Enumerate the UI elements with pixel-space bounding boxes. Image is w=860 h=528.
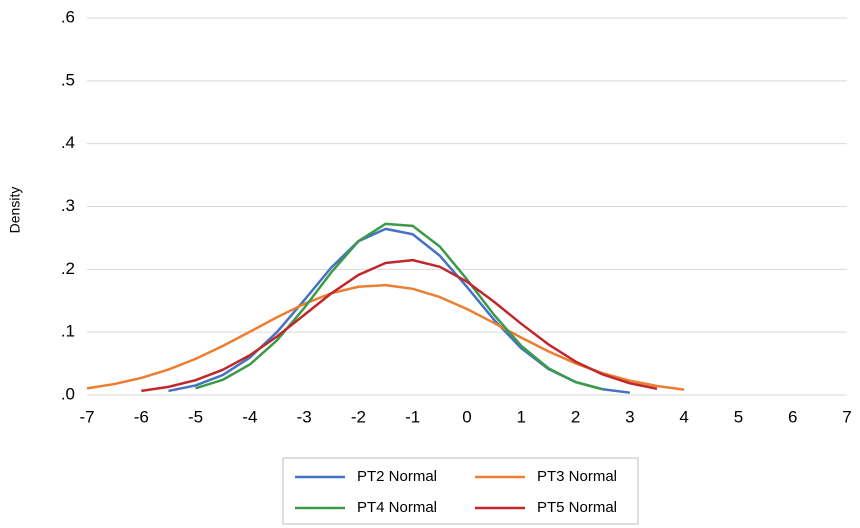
x-tick-label: 7 <box>842 407 851 426</box>
x-tick-label: -7 <box>79 407 94 426</box>
x-tick-label: -3 <box>297 407 312 426</box>
x-tick-label: 2 <box>571 407 580 426</box>
x-tick-label: -4 <box>242 407 257 426</box>
y-tick-label: .3 <box>61 196 75 215</box>
series-line <box>195 222 604 391</box>
x-tick-label: -1 <box>405 407 420 426</box>
series-line <box>168 227 631 394</box>
x-tick-label: 1 <box>517 407 526 426</box>
y-tick-label: .1 <box>61 322 75 341</box>
y-tick-label: .6 <box>61 7 75 26</box>
series-line <box>86 283 685 391</box>
y-tick-label: .4 <box>61 133 75 152</box>
y-tick-label: .2 <box>61 259 75 278</box>
legend-label: PT2 Normal <box>357 468 437 485</box>
x-tick-label: 5 <box>734 407 743 426</box>
x-tick-label: 4 <box>679 407 688 426</box>
series-line <box>141 258 658 393</box>
x-tick-label: -5 <box>188 407 203 426</box>
legend-label: PT5 Normal <box>537 499 617 516</box>
y-tick-label: .0 <box>61 384 75 403</box>
x-tick-label: 0 <box>462 407 471 426</box>
y-axis-title: Density <box>7 187 23 234</box>
x-tick-label: 3 <box>625 407 634 426</box>
y-tick-label: .5 <box>61 70 75 89</box>
x-tick-label: 6 <box>788 407 797 426</box>
legend-box <box>282 457 639 525</box>
legend-label: PT3 Normal <box>537 468 617 485</box>
legend-label: PT4 Normal <box>357 499 437 516</box>
x-tick-label: -6 <box>134 407 149 426</box>
x-tick-label: -2 <box>351 407 366 426</box>
